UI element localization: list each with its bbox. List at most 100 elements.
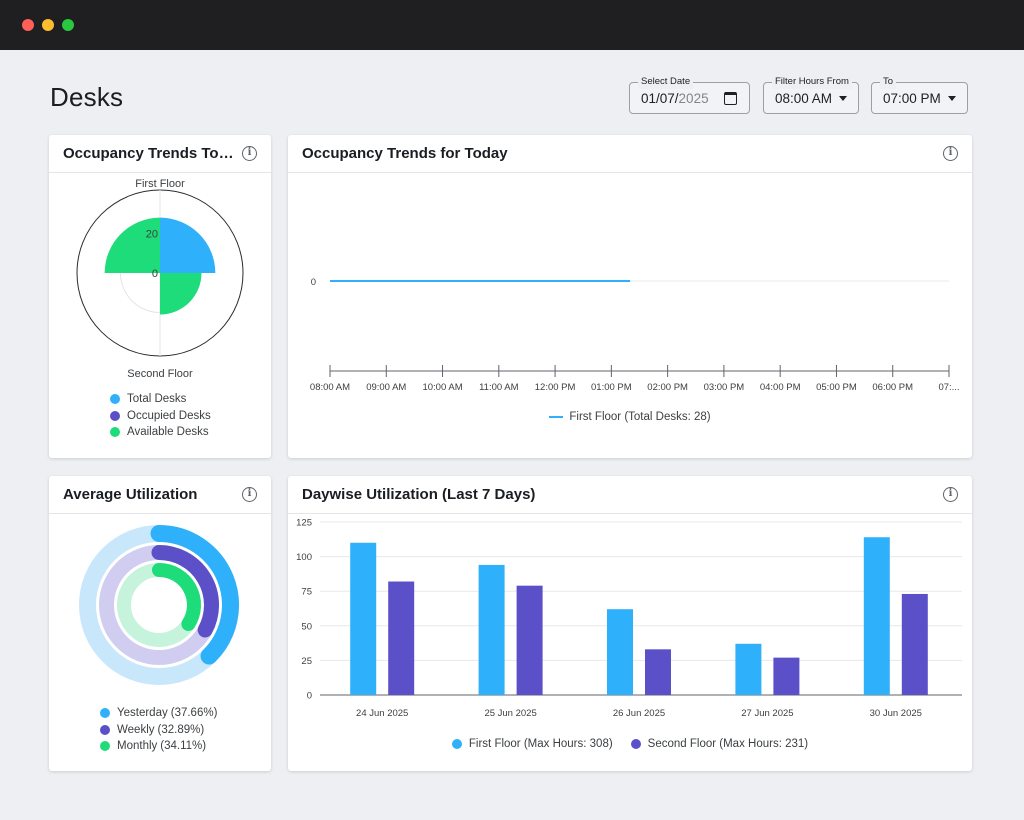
line-legend[interactable]: First Floor (Total Desks: 28) [288,411,972,423]
legend-swatch [110,427,120,438]
legend-label: Available Desks [127,426,209,439]
filter-hours-to-value: 07:00 PM [883,91,941,106]
info-icon[interactable]: i [242,487,257,502]
card-header: Average Utilization i [49,476,271,514]
average-utilization-card: Average Utilization i Yesterday (37.66%) … [49,476,271,771]
polar-wedge [160,217,216,273]
filter-hours-from-value: 08:00 AM [775,91,833,106]
card-title: Occupancy Trends Tod... [63,145,235,162]
card-header: Occupancy Trends for Today i [288,135,972,173]
caret-down-icon[interactable] [948,96,956,101]
y-tick-label: 0 [307,691,312,702]
polar-wedge [104,217,160,273]
filter-hours-to-select[interactable]: To 07:00 PM [871,75,968,114]
x-tick-label: 05:00 PM [816,382,857,393]
select-date-value-main: 01/07/ [641,91,679,106]
bar [773,657,800,695]
legend-item[interactable]: First Floor (Max Hours: 308) [451,738,613,750]
card-title: Occupancy Trends for Today [302,145,508,162]
x-tick-label: 10:00 AM [422,382,462,393]
x-tick-label: 06:00 PM [872,382,913,393]
x-tick-label: 12:00 PM [535,382,576,393]
legend-item[interactable]: Weekly (32.89%) [100,722,217,739]
radial-bar [151,545,219,638]
filter-hours-from-label: Filter Hours From [772,75,852,89]
polar-bottom-label: Second Floor [127,368,193,380]
legend-swatch [100,708,110,719]
card-header: Daywise Utilization (Last 7 Days) i [288,476,972,514]
legend-line-swatch [549,416,564,418]
bar-legend: First Floor (Max Hours: 308) Second Floo… [288,738,972,750]
bar [388,581,415,695]
bar [350,542,377,695]
legend-swatch [110,410,120,421]
radial-bar [150,525,239,665]
legend-item[interactable]: Total Desks [110,391,211,408]
legend-item[interactable]: Monthly (34.11%) [100,738,217,755]
card-header: Occupancy Trends Tod... i [49,135,271,173]
bar [735,643,762,695]
window-titlebar [0,0,1024,50]
polar-legend: Total Desks Occupied Desks Available Des… [110,391,211,441]
x-tick-label: 01:00 PM [591,382,632,393]
y-tick-label: 125 [296,518,312,529]
legend-label: Second Floor (Max Hours: 231) [647,738,809,750]
polar-top-label: First Floor [135,178,185,190]
legend-swatch [451,739,462,749]
legend-value: (37.66%) [170,707,218,720]
x-tick-label: 11:00 AM [479,382,519,393]
legend-label: Weekly [117,723,155,736]
legend-swatch [630,739,641,749]
legend-swatch [100,741,110,752]
daywise-bar-chart: 0 25 50 75 100 125 24 Jun 2025 25 Jun 2025 26 Ju… [296,518,962,719]
x-tick-label: 24 Jun 2025 [356,708,408,719]
filter-hours-from-select[interactable]: Filter Hours From 08:00 AM [763,75,859,114]
y-tick-label: 0 [311,277,316,288]
select-date-value[interactable]: 01/07/2025 [641,91,709,106]
daywise-utilization-card: Daywise Utilization (Last 7 Days) i 0 25 5… [288,476,972,771]
select-date-label: Select Date [638,75,694,89]
close-window-button[interactable] [22,19,34,31]
bar [863,537,890,695]
legend-swatch [110,394,120,405]
legend-item[interactable]: Occupied Desks [110,408,211,425]
occupancy-trend-card: Occupancy Trends for Today i 0 08:00 AM 09… [288,135,972,458]
y-tick-label: 50 [301,621,312,632]
bar [607,609,633,695]
caret-down-icon[interactable] [839,96,847,101]
bar [516,585,543,695]
calendar-icon[interactable] [724,92,737,105]
x-tick-label: 07:... [938,382,959,393]
select-date-value-year: 2025 [678,91,709,106]
x-tick-label: 08:00 AM [310,382,350,393]
maximize-window-button[interactable] [62,19,74,31]
x-tick-label: 25 Jun 2025 [484,708,536,719]
occupancy-polar-card: Occupancy Trends Tod... i 20 0 First Floo… [49,135,271,458]
legend-label: Occupied Desks [127,409,211,422]
legend-value: (32.89%) [157,723,205,736]
x-tick-label: 02:00 PM [647,382,688,393]
polar-area-chart: 20 0 First Floor Second Floor [76,178,244,380]
page-title: Desks [50,82,124,112]
legend-label: Yesterday [117,707,168,720]
info-icon[interactable]: i [943,487,958,502]
info-icon[interactable]: i [242,146,257,161]
info-icon[interactable]: i [943,146,958,161]
bar [645,649,671,695]
legend-label: First Floor (Total Desks: 28) [569,411,711,423]
card-title: Average Utilization [63,486,198,503]
legend-label: First Floor (Max Hours: 308) [468,738,613,750]
bar [478,564,505,695]
legend-item[interactable]: Available Desks [110,424,211,441]
legend-item[interactable]: Yesterday (37.66%) [100,705,217,722]
polar-wedge [160,273,202,315]
legend-label: Total Desks [127,393,187,406]
legend-item[interactable]: Second Floor (Max Hours: 231) [630,738,809,750]
x-tick-label: 27 Jun 2025 [741,708,793,719]
x-tick-label: 03:00 PM [704,382,745,393]
y-tick-label: 25 [301,656,312,667]
x-tick-label: 30 Jun 2025 [870,708,922,719]
minimize-window-button[interactable] [42,19,54,31]
select-date-field[interactable]: Select Date 01/07/2025 [629,75,750,114]
bar [901,593,928,695]
